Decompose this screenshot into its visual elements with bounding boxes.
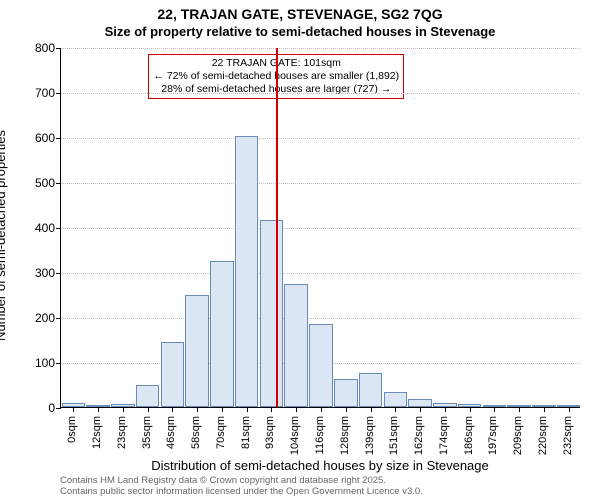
- xtick-mark: [98, 407, 99, 412]
- gridline: [61, 183, 580, 184]
- gridline: [61, 318, 580, 319]
- xtick-label: 151sqm: [388, 416, 400, 455]
- y-axis-title: Number of semi-detached properties: [0, 130, 8, 341]
- xtick-label: 209sqm: [512, 416, 524, 455]
- ytick-mark: [56, 93, 61, 94]
- histogram-bar: [334, 379, 358, 407]
- ytick-label: 100: [15, 356, 55, 370]
- ytick-mark: [56, 408, 61, 409]
- ytick-label: 400: [15, 221, 55, 235]
- ytick-label: 500: [15, 176, 55, 190]
- gridline: [61, 273, 580, 274]
- ytick-mark: [56, 138, 61, 139]
- xtick-label: 186sqm: [463, 416, 475, 455]
- xtick-mark: [197, 407, 198, 412]
- xtick-mark: [569, 407, 570, 412]
- xtick-label: 12sqm: [91, 416, 103, 449]
- xtick-label: 232sqm: [562, 416, 574, 455]
- x-axis-title: Distribution of semi-detached houses by …: [60, 458, 580, 473]
- xtick-mark: [494, 407, 495, 412]
- xtick-label: 139sqm: [364, 416, 376, 455]
- histogram-bar: [284, 284, 308, 407]
- ytick-mark: [56, 183, 61, 184]
- xtick-mark: [73, 407, 74, 412]
- xtick-mark: [247, 407, 248, 412]
- chart-title-address: 22, TRAJAN GATE, STEVENAGE, SG2 7QG: [0, 6, 600, 22]
- chart-title-description: Size of property relative to semi-detach…: [0, 24, 600, 39]
- plot-area: 22 TRAJAN GATE: 101sqm ← 72% of semi-det…: [60, 48, 580, 408]
- reference-line: [276, 48, 278, 407]
- xtick-label: 220sqm: [537, 416, 549, 455]
- histogram-bar: [210, 261, 234, 407]
- ytick-mark: [56, 273, 61, 274]
- xtick-label: 35sqm: [141, 416, 153, 449]
- histogram-bar: [185, 295, 209, 407]
- xtick-label: 104sqm: [289, 416, 301, 455]
- xtick-mark: [123, 407, 124, 412]
- xtick-label: 197sqm: [487, 416, 499, 455]
- histogram-bar: [309, 324, 333, 407]
- xtick-label: 23sqm: [116, 416, 128, 449]
- gridline: [61, 138, 580, 139]
- xtick-mark: [271, 407, 272, 412]
- xtick-mark: [172, 407, 173, 412]
- xtick-label: 128sqm: [339, 416, 351, 455]
- chart-container: 22, TRAJAN GATE, STEVENAGE, SG2 7QG Size…: [0, 0, 600, 500]
- histogram-bar: [408, 399, 432, 407]
- ytick-mark: [56, 48, 61, 49]
- ytick-mark: [56, 228, 61, 229]
- footer-line2: Contains public sector information licen…: [60, 487, 423, 497]
- xtick-mark: [346, 407, 347, 412]
- xtick-label: 70sqm: [215, 416, 227, 449]
- footer-line1: Contains HM Land Registry data © Crown c…: [60, 476, 386, 486]
- ytick-label: 800: [15, 41, 55, 55]
- xtick-mark: [519, 407, 520, 412]
- xtick-mark: [445, 407, 446, 412]
- xtick-mark: [321, 407, 322, 412]
- ytick-label: 700: [15, 86, 55, 100]
- ytick-mark: [56, 318, 61, 319]
- xtick-label: 58sqm: [190, 416, 202, 449]
- xtick-mark: [420, 407, 421, 412]
- xtick-label: 93sqm: [264, 416, 276, 449]
- xtick-mark: [296, 407, 297, 412]
- gridline: [61, 228, 580, 229]
- xtick-label: 174sqm: [438, 416, 450, 455]
- ytick-label: 200: [15, 311, 55, 325]
- xtick-label: 162sqm: [413, 416, 425, 455]
- histogram-bar: [384, 392, 408, 407]
- ytick-mark: [56, 363, 61, 364]
- histogram-bar: [136, 385, 160, 408]
- xtick-mark: [470, 407, 471, 412]
- xtick-mark: [371, 407, 372, 412]
- histogram-bar: [235, 136, 259, 407]
- xtick-mark: [395, 407, 396, 412]
- xtick-mark: [222, 407, 223, 412]
- histogram-bar: [359, 373, 383, 407]
- ytick-label: 600: [15, 131, 55, 145]
- xtick-mark: [148, 407, 149, 412]
- xtick-label: 46sqm: [165, 416, 177, 449]
- histogram-bar: [161, 342, 185, 407]
- xtick-label: 116sqm: [314, 416, 326, 454]
- xtick-label: 0sqm: [66, 416, 78, 443]
- ytick-label: 300: [15, 266, 55, 280]
- ytick-label: 0: [15, 401, 55, 415]
- xtick-mark: [544, 407, 545, 412]
- gridline: [61, 48, 580, 49]
- gridline: [61, 93, 580, 94]
- histogram-bar: [260, 220, 284, 407]
- xtick-label: 81sqm: [240, 416, 252, 449]
